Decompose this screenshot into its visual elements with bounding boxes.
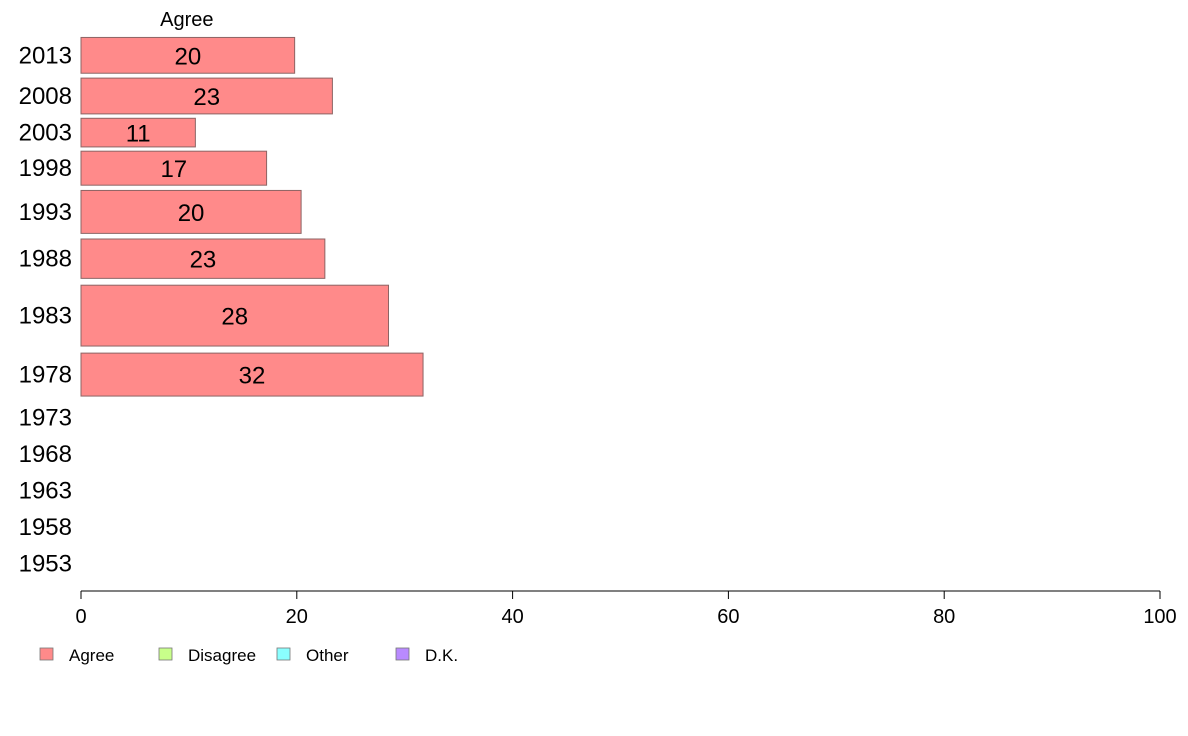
bar-agree-1988 (80, 238, 326, 279)
year-label: 1953 (19, 551, 72, 578)
data-labels: 20 23 11 17 20 23 28 32 (126, 43, 266, 389)
data-label: 11 (126, 121, 151, 148)
year-label: 2013 (19, 42, 72, 69)
data-label: 23 (190, 247, 217, 274)
x-tick-label: 40 (501, 606, 523, 628)
year-label: 2003 (19, 120, 72, 147)
x-tick-label: 20 (286, 606, 308, 628)
bar-agree-1983 (80, 284, 390, 347)
x-tick-label: 100 (1143, 606, 1176, 628)
year-label: 1958 (19, 514, 72, 541)
year-label: 1983 (19, 303, 72, 330)
data-label: 20 (178, 200, 205, 227)
bars-layer (80, 36, 424, 397)
legend-swatch-disagree (158, 647, 173, 661)
year-label: 2008 (19, 83, 72, 110)
year-label: 1993 (19, 199, 72, 226)
year-label: 1988 (19, 246, 72, 273)
data-label: 32 (239, 363, 266, 390)
legend-label: Other (306, 646, 349, 665)
bar-agree-1993 (80, 189, 302, 234)
x-tick-label: 80 (933, 606, 955, 628)
bar-agree-1978 (80, 352, 424, 397)
legend-label: Disagree (188, 646, 256, 665)
legend-swatch-agree (39, 647, 54, 661)
legend: Agree Disagree Other D.K. (39, 646, 458, 665)
bar-agree-2013 (80, 36, 296, 74)
legend-label: D.K. (425, 646, 458, 665)
year-label: 1963 (19, 477, 72, 504)
bar-agree-2003 (80, 117, 196, 148)
bar-agree-2008 (80, 77, 333, 115)
year-label: 1978 (19, 362, 72, 389)
data-label: 28 (221, 304, 248, 331)
bar-agree-1998 (80, 150, 268, 186)
x-axis: 0 20 40 60 80 100 (75, 590, 1177, 628)
year-label: 1968 (19, 441, 72, 468)
year-label: 1973 (19, 404, 72, 431)
year-label: 1998 (19, 155, 72, 182)
legend-label: Agree (69, 646, 114, 665)
legend-swatch-other (276, 647, 291, 661)
series-title: Agree (160, 9, 213, 31)
data-label: 23 (193, 84, 220, 111)
year-labels: 2013 2008 2003 1998 1993 1988 1983 1978 1973 1968… (19, 42, 72, 577)
x-tick-label: 60 (717, 606, 739, 628)
legend-swatch-d-k- (395, 647, 410, 661)
data-label: 20 (174, 43, 201, 70)
x-tick-label: 0 (75, 606, 86, 628)
data-label: 17 (160, 156, 187, 183)
